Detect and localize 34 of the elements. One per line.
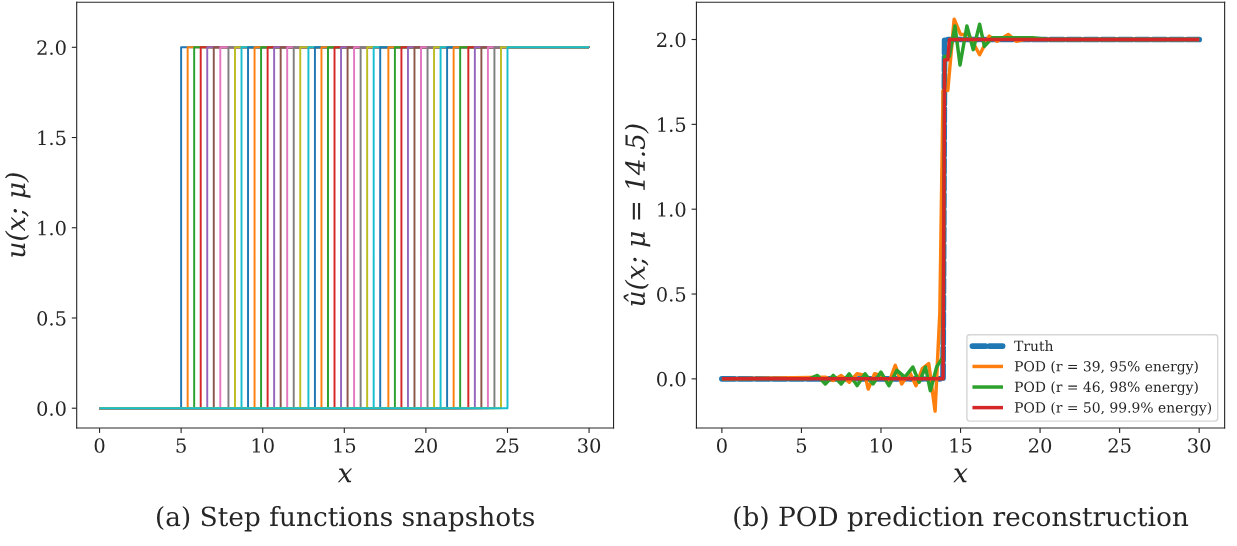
- y-axis-title: u(x; μ): [4, 173, 31, 257]
- x-tick-label: 15: [334, 438, 356, 453]
- x-tick-label: 0: [94, 438, 105, 453]
- x-tick-label: 25: [496, 438, 519, 453]
- legend-label: Truth: [1014, 340, 1054, 352]
- y-tick-label: 0.0: [657, 371, 686, 387]
- x-tick-label: 10: [252, 438, 274, 453]
- x-tick-label: 10: [870, 438, 893, 453]
- y-tick-label: 1.0: [38, 220, 66, 236]
- x-axis-title: x: [337, 468, 353, 483]
- y-tick-label: 0.0: [37, 401, 66, 416]
- x-axis-title: x: [953, 468, 968, 483]
- y-tick-label: 0.5: [37, 310, 66, 326]
- x-tick-label: 15: [950, 438, 972, 453]
- legend-label: POD (r = 50, 99.9% energy): [1014, 401, 1212, 416]
- y-tick-label: 1.5: [658, 117, 686, 133]
- x-tick-label: 20: [1029, 438, 1052, 453]
- y-tick-label: 2.0: [37, 40, 66, 55]
- text: (a) Step functions snapshots: [157, 505, 534, 532]
- text: (b) POD prediction reconstruction: [734, 505, 1189, 532]
- x-tick-label: 25: [1108, 438, 1131, 453]
- y-axis-title: û(x; μ = 14.5): [623, 124, 651, 306]
- y-tick-label: 1.5: [38, 130, 66, 146]
- y-tick-label: 1.0: [658, 202, 686, 217]
- x-tick-label: 5: [796, 438, 807, 453]
- y-tick-label: 2.0: [657, 32, 686, 48]
- x-tick-label: 0: [716, 438, 727, 453]
- x-tick-label: 30: [1188, 438, 1211, 453]
- legend-label: POD (r = 39, 95% energy): [1014, 360, 1198, 375]
- x-tick-label: 20: [414, 438, 437, 453]
- y-tick-label: 0.5: [657, 286, 686, 302]
- legend-label: POD (r = 46, 98% energy): [1014, 381, 1198, 395]
- x-tick-label: 30: [578, 438, 601, 453]
- x-tick-label: 5: [176, 438, 186, 453]
